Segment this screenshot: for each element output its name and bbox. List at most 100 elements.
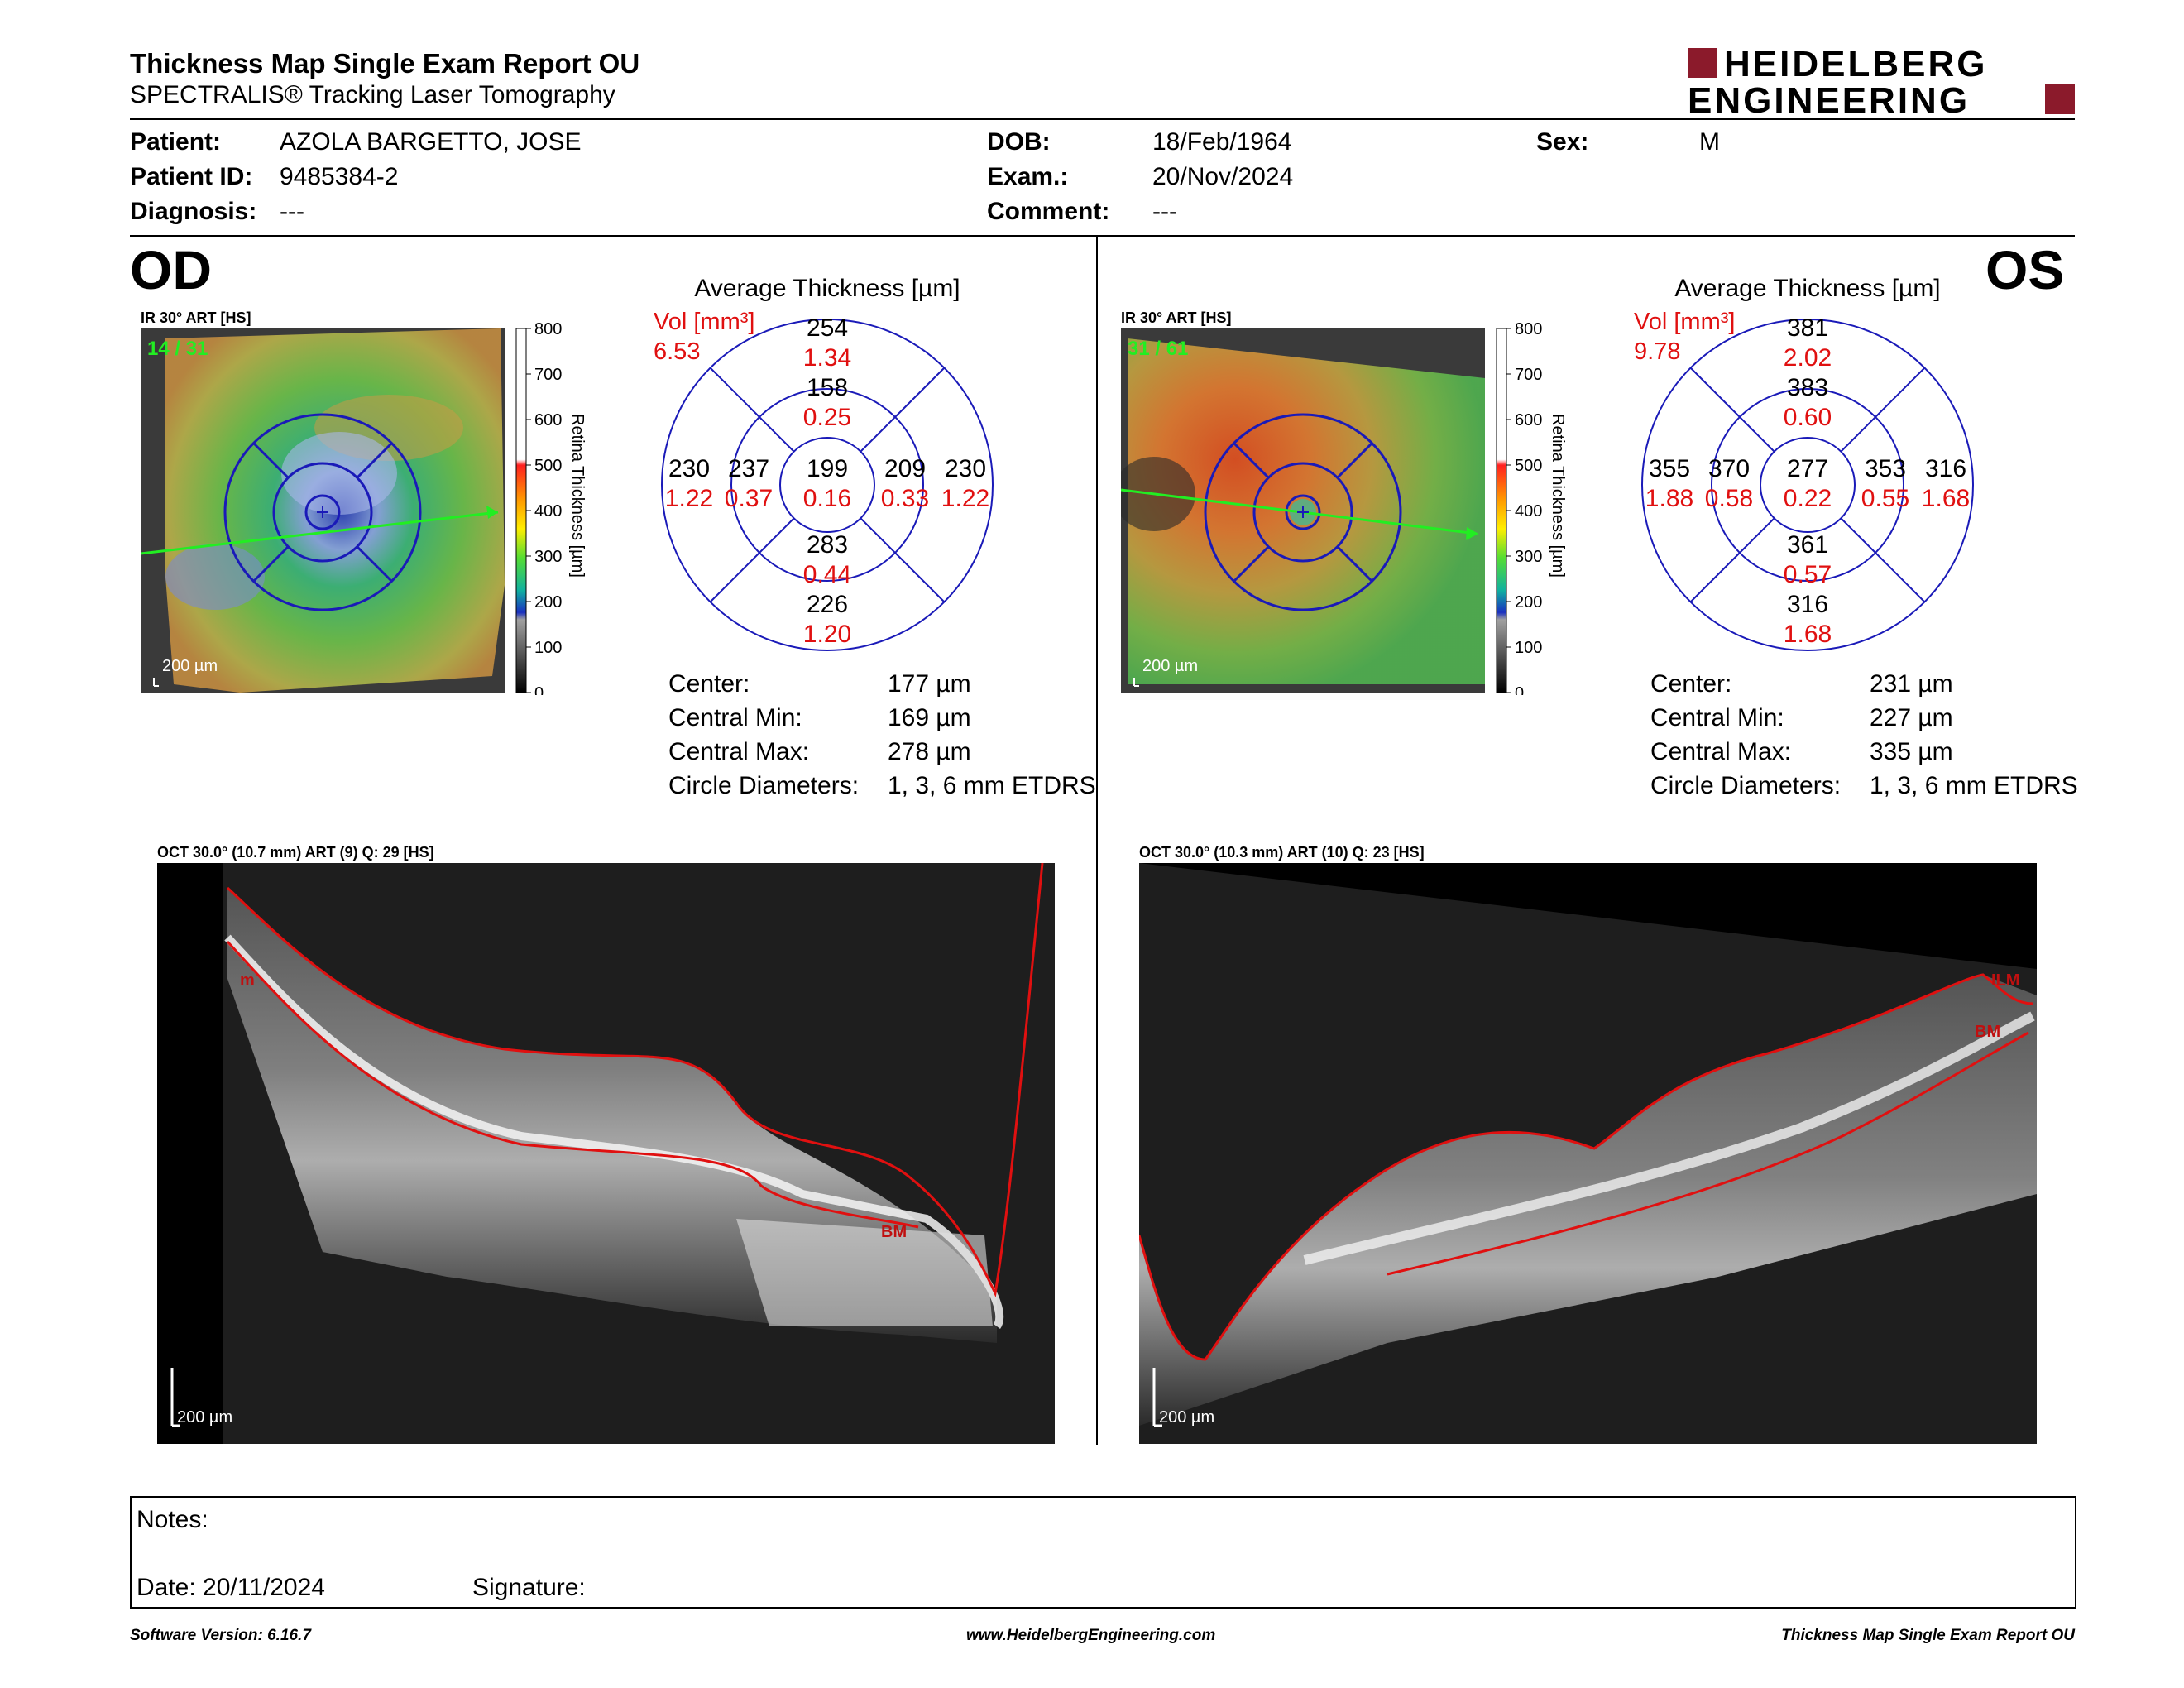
sex-value: M (1699, 128, 1720, 156)
notes-label: Notes: (136, 1506, 208, 1533)
od-stat-label: Central Min: (668, 704, 802, 731)
os-oct-bm-label: BM (1975, 1023, 2000, 1041)
os-inner-left-volume: 0.58 (1705, 485, 1753, 512)
os-stat-value: 227 µm (1870, 704, 1953, 731)
scale-tick: 700 (534, 366, 562, 384)
logo-line2: ENGINEERING (1688, 80, 1970, 116)
os-stat-value: 231 µm (1870, 670, 1953, 698)
scale-tick: 500 (534, 457, 562, 475)
od-stat-value: 169 µm (888, 704, 971, 731)
os-oct-ilm-label: ILM (1991, 971, 2019, 990)
od-ir-scalebar: 200 µm (162, 657, 218, 675)
header-rule (130, 118, 2075, 120)
scale-tick: 200 (534, 593, 562, 611)
scale-tick: 600 (1515, 411, 1542, 429)
patient-id-value: 9485384-2 (280, 163, 399, 190)
od-inner-inf-thickness: 283 (807, 531, 848, 559)
scale-tick: 200 (1515, 593, 1542, 611)
od-ir-caption: IR 30° ART [HS] (141, 309, 251, 326)
os-vol-value: 9.78 (1634, 338, 1680, 365)
os-eye-label: OS (1985, 239, 2065, 300)
od-stat-label: Central Max: (668, 738, 810, 765)
od-outer-right-volume: 1.22 (941, 485, 989, 512)
dob-label: DOB: (987, 128, 1051, 156)
footer-website-link[interactable]: www.HeidelbergEngineering.com (966, 1627, 1216, 1644)
scale-tick: 100 (534, 639, 562, 657)
os-oct-caption: OCT 30.0° (10.3 mm) ART (10) Q: 23 [HS] (1139, 844, 1425, 861)
od-stat-label: Center: (668, 670, 750, 698)
os-avg-title: Average Thickness [µm] (1674, 275, 1940, 302)
sex-label: Sex: (1536, 128, 1589, 156)
od-center-thickness: 199 (807, 455, 848, 482)
os-frame-count: 31 / 61 (1128, 338, 1188, 360)
od-stat-value: 278 µm (888, 738, 971, 765)
os-inner-right-thickness: 353 (1865, 455, 1906, 482)
eye-divider (1096, 237, 1098, 1445)
os-outer-right-thickness: 316 (1925, 455, 1966, 482)
os-outer-sup-volume: 2.02 (1784, 344, 1832, 372)
os-vol-label: Vol [mm³] (1634, 309, 1735, 335)
scale-tick: 400 (534, 502, 562, 520)
os-outer-left-volume: 1.88 (1645, 485, 1693, 512)
od-outer-inf-volume: 1.20 (803, 621, 851, 648)
os-etdrs-grid: Average Thickness [µm] Vol [mm³] 9.78 38… (1626, 266, 1998, 655)
od-stat-value: 177 µm (888, 670, 971, 698)
notes-box[interactable]: Notes: Date: 20/11/2024 Signature: (130, 1496, 2076, 1609)
od-etdrs-grid: Average Thickness [µm] Vol [mm³] 6.53 25… (645, 266, 1018, 655)
signature-label: Signature: (472, 1574, 586, 1601)
report-title: Thickness Map Single Exam Report OU (130, 48, 640, 79)
scale-label: Retina Thickness [µm] (1549, 414, 1567, 578)
scale-tick: 400 (1515, 502, 1542, 520)
scale-tick: 100 (1515, 639, 1542, 657)
scale-tick: 700 (1515, 366, 1542, 384)
patient-label: Patient: (130, 128, 222, 156)
os-thickness-scale: 800 700 600 500 400 300 200 100 0 Retina… (1493, 314, 1576, 703)
scale-tick: 0 (1515, 684, 1524, 695)
od-inner-inf-volume: 0.44 (803, 561, 851, 588)
os-inner-right-volume: 0.55 (1861, 485, 1909, 512)
dob-value: 18/Feb/1964 (1152, 128, 1292, 156)
od-thickness-scale: 800 700 600 500 400 300 200 100 0 Retina… (513, 314, 596, 703)
od-outer-sup-volume: 1.34 (803, 344, 851, 372)
od-outer-inf-thickness: 226 (807, 591, 848, 618)
od-inner-sup-thickness: 158 (807, 374, 848, 401)
scale-tick: 500 (1515, 457, 1542, 475)
od-oct-top-layer-label: m (240, 971, 255, 990)
scale-tick: 300 (534, 548, 562, 566)
os-stat-value: 335 µm (1870, 738, 1953, 765)
od-oct-caption: OCT 30.0° (10.7 mm) ART (9) Q: 29 [HS] (157, 844, 434, 861)
os-stat-label: Central Min: (1650, 704, 1784, 731)
os-center-thickness: 277 (1787, 455, 1828, 482)
scale-tick: 300 (1515, 548, 1542, 566)
os-outer-right-volume: 1.68 (1922, 485, 1970, 512)
os-oct-scalebar: 200 µm (1159, 1408, 1214, 1427)
scale-tick: 800 (534, 320, 562, 338)
os-inner-sup-volume: 0.60 (1784, 404, 1832, 431)
od-vol-label: Vol [mm³] (654, 309, 754, 335)
od-outer-sup-thickness: 254 (807, 314, 848, 342)
os-inner-sup-thickness: 383 (1787, 374, 1828, 401)
od-inner-sup-volume: 0.25 (803, 404, 851, 431)
os-stat-label: Central Max: (1650, 738, 1792, 765)
exam-label: Exam.: (987, 163, 1069, 190)
od-inner-left-volume: 0.37 (725, 485, 773, 512)
comment-value: --- (1152, 198, 1177, 225)
exam-value: 20/Nov/2024 (1152, 163, 1294, 190)
od-stat-value: 1, 3, 6 mm ETDRS (888, 772, 1096, 799)
od-oct-bm-label: BM (881, 1223, 907, 1241)
od-oct-scalebar: 200 µm (177, 1408, 232, 1427)
od-inner-right-volume: 0.33 (881, 485, 929, 512)
diagnosis-value: --- (280, 198, 304, 225)
od-oct-bscan: m BM 200 µm (157, 863, 1055, 1444)
os-outer-left-thickness: 355 (1649, 455, 1690, 482)
os-inner-inf-volume: 0.57 (1784, 561, 1832, 588)
os-stat-value: 1, 3, 6 mm ETDRS (1870, 772, 2078, 799)
os-inner-left-thickness: 370 (1708, 455, 1750, 482)
os-thickness-map: 31 / 61 200 µm (1121, 328, 1485, 693)
os-stat-label: Circle Diameters: (1650, 772, 1842, 799)
patient-id-label: Patient ID: (130, 163, 253, 190)
od-eye-label: OD (130, 239, 212, 300)
od-inner-right-thickness: 209 (884, 455, 926, 482)
od-thickness-map: 14 / 31 200 µm (141, 328, 505, 693)
od-inner-left-thickness: 237 (728, 455, 769, 482)
